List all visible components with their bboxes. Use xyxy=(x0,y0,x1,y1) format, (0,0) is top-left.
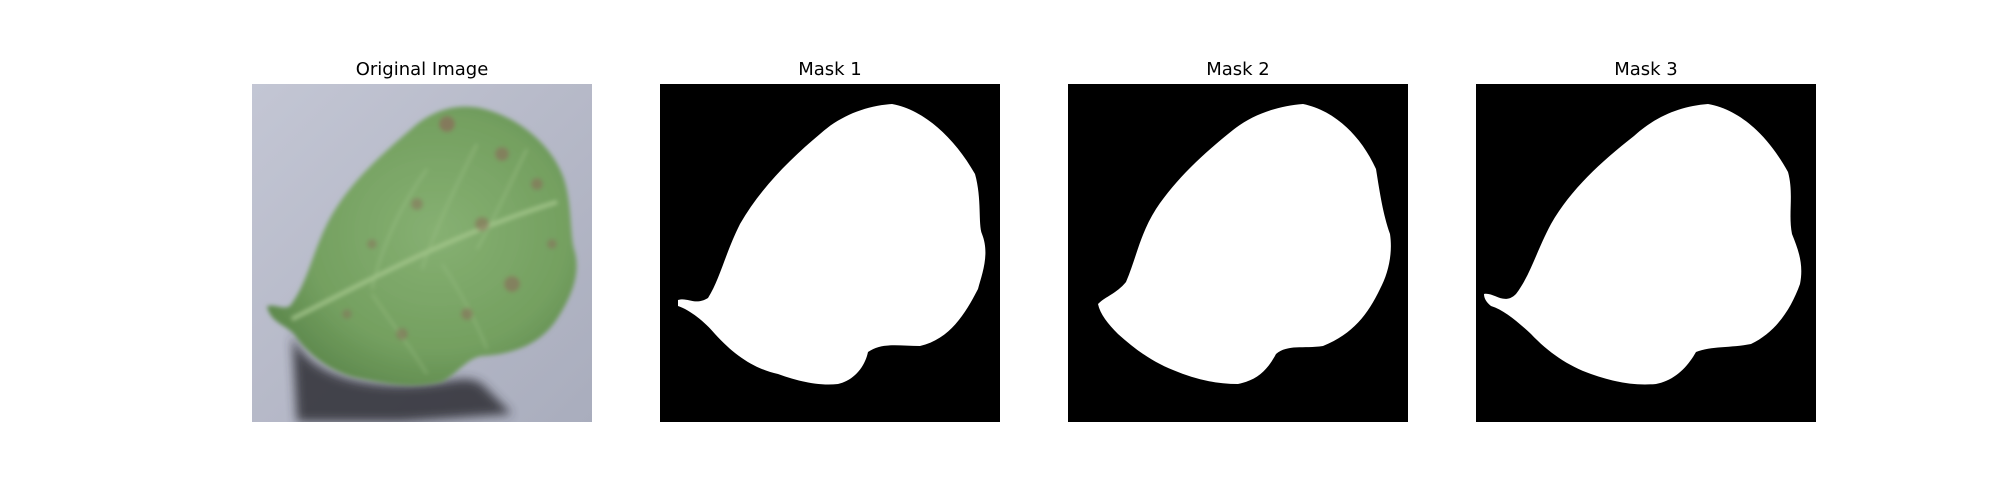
panel-title-mask-1: Mask 1 xyxy=(798,59,862,80)
mask-3-leaf-region xyxy=(1484,104,1802,385)
mask-2-image xyxy=(1068,84,1408,422)
panel-title-original: Original Image xyxy=(355,59,489,80)
leaf-shadow xyxy=(292,334,512,422)
panel-title-mask-2: Mask 2 xyxy=(1206,59,1270,80)
mask-1-image xyxy=(660,84,1000,422)
panel-mask-2: Mask 2 xyxy=(1068,0,1408,500)
mask-2-leaf-region xyxy=(1098,104,1391,384)
panel-mask-3: Mask 3 xyxy=(1476,0,1816,500)
panel-mask-1: Mask 1 xyxy=(660,0,1000,500)
panel-title-mask-3: Mask 3 xyxy=(1614,59,1678,80)
panel-original-image: Original Image xyxy=(252,0,592,500)
leaf-shape xyxy=(267,106,577,386)
mask-3-image xyxy=(1476,84,1816,422)
original-leaf-image xyxy=(252,84,592,422)
mask-1-leaf-region xyxy=(678,104,986,385)
